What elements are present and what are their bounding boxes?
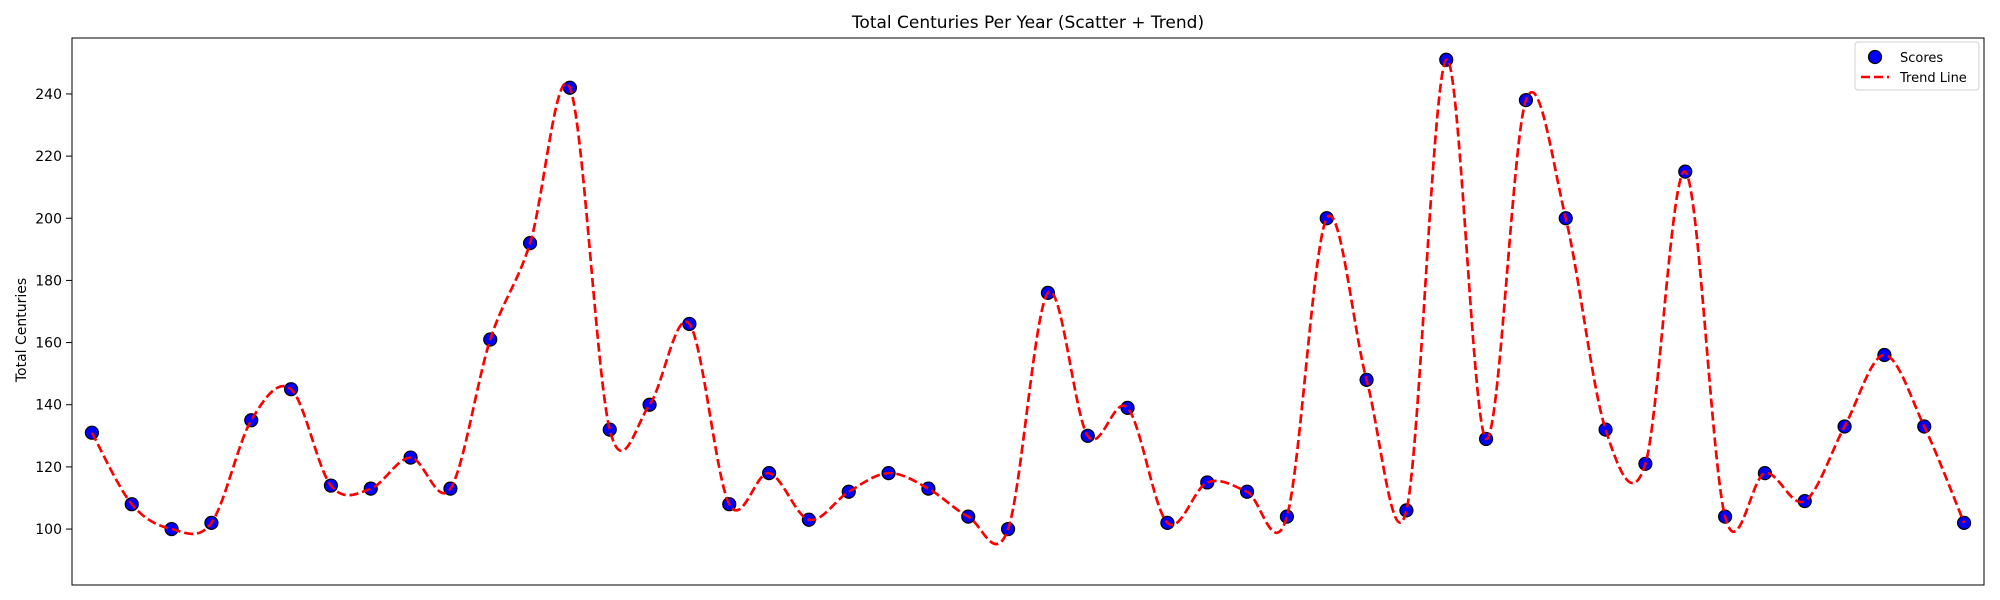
scatter-point	[1598, 422, 1613, 437]
legend-marker-scores	[1867, 49, 1883, 65]
scatter-point	[642, 397, 657, 412]
legend-box	[1854, 41, 1980, 91]
plot-frame	[71, 37, 1985, 586]
y-axis-title: Total Centuries	[14, 278, 30, 383]
scatter-point	[602, 422, 617, 437]
y-tick-label: 120	[35, 460, 62, 476]
scatter-point	[244, 413, 259, 428]
legend-label-trend: Trend Line	[1899, 71, 1967, 86]
trend-line-overlay	[90, 58, 1966, 546]
scatter-point	[164, 521, 179, 537]
y-tick-label: 180	[35, 273, 62, 289]
scatter-point	[1319, 211, 1334, 226]
legend-label-scores: Scores	[1900, 51, 1943, 66]
y-axis: 100 120 140 160 180 200 220 240	[35, 87, 72, 538]
y-tick-label: 100	[35, 522, 62, 538]
y-tick-label: 140	[35, 398, 62, 414]
chart-title: Total Centuries Per Year (Scatter + Tren…	[851, 13, 1204, 33]
trend-line	[90, 58, 1966, 546]
scatter-point	[1120, 400, 1135, 415]
scatter-point	[363, 481, 378, 496]
y-tick-label: 160	[35, 336, 62, 352]
legend: Scores Trend Line	[1854, 41, 1980, 91]
y-tick-label: 200	[35, 211, 62, 227]
y-tick-label: 220	[35, 149, 62, 165]
plot-area	[84, 52, 1972, 546]
y-tick-label: 240	[35, 87, 62, 103]
